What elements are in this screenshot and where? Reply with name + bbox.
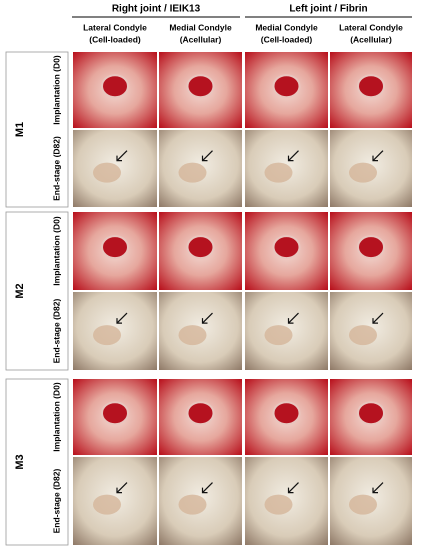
group-title: Left joint / Fibrin xyxy=(289,4,367,15)
row-label: M1 xyxy=(14,122,26,137)
arrow xyxy=(372,482,384,494)
defect xyxy=(272,401,301,426)
row-label: M2 xyxy=(14,283,26,298)
defect xyxy=(272,74,301,99)
repair xyxy=(349,162,377,183)
repair xyxy=(264,325,293,346)
repair xyxy=(349,325,377,346)
repair xyxy=(93,325,121,346)
column-title: Lateral Condyle xyxy=(339,22,403,32)
arrow xyxy=(288,312,299,324)
repair xyxy=(93,494,121,515)
defect xyxy=(101,74,129,99)
row-label: M3 xyxy=(14,454,26,469)
defect xyxy=(186,235,215,260)
repair xyxy=(178,325,207,346)
arrow-head xyxy=(116,155,122,162)
arrow xyxy=(116,482,128,494)
row-box xyxy=(5,51,69,208)
column-subtitle: (Cell-loaded) xyxy=(89,34,141,44)
column-subtitle: (Acellular) xyxy=(180,34,222,44)
defect xyxy=(101,235,129,260)
panel-label: Implantation (D0) xyxy=(51,382,61,452)
arrow xyxy=(116,312,128,324)
arrow-head xyxy=(372,487,378,494)
column-title: Lateral Condyle xyxy=(83,22,147,32)
arrow-head xyxy=(201,487,208,494)
defect xyxy=(357,74,385,99)
defect xyxy=(186,401,215,426)
column-title: Medial Condyle xyxy=(169,22,232,32)
arrow-head xyxy=(287,155,294,162)
arrow-head xyxy=(287,318,294,324)
arrow xyxy=(372,150,384,162)
arrow xyxy=(202,482,213,494)
arrow xyxy=(288,482,299,494)
arrow-head xyxy=(287,487,294,494)
group-title: Right joint / IEIK13 xyxy=(112,4,201,15)
arrow-head xyxy=(116,487,122,494)
arrow xyxy=(372,312,384,324)
arrow-head xyxy=(116,318,122,324)
panel-label: End-stage (D82) xyxy=(51,298,61,363)
repair xyxy=(178,162,207,183)
repair xyxy=(178,494,207,515)
arrow xyxy=(288,150,299,162)
panel-label: Implantation (D0) xyxy=(51,55,61,125)
row-box xyxy=(5,211,69,371)
defect xyxy=(357,401,385,426)
arrow xyxy=(202,312,213,324)
arrow-head xyxy=(372,318,378,324)
column-subtitle: (Acellular) xyxy=(350,34,392,44)
defect xyxy=(186,74,215,99)
defect xyxy=(101,401,129,426)
defect xyxy=(357,235,385,260)
row-box xyxy=(5,378,69,546)
repair xyxy=(93,162,121,183)
column-subtitle: (Cell-loaded) xyxy=(261,34,313,44)
arrow-head xyxy=(372,155,378,162)
panel-label: End-stage (D82) xyxy=(51,468,61,533)
arrow-head xyxy=(201,155,208,162)
arrow xyxy=(116,150,128,162)
defect xyxy=(272,235,301,260)
arrow-head xyxy=(201,318,208,324)
column-title: Medial Condyle xyxy=(255,22,318,32)
arrow xyxy=(202,150,213,162)
repair xyxy=(349,494,377,515)
panel-label: End-stage (D82) xyxy=(51,136,61,201)
repair xyxy=(264,494,293,515)
repair xyxy=(264,162,293,183)
panel-label: Implantation (D0) xyxy=(51,216,61,286)
